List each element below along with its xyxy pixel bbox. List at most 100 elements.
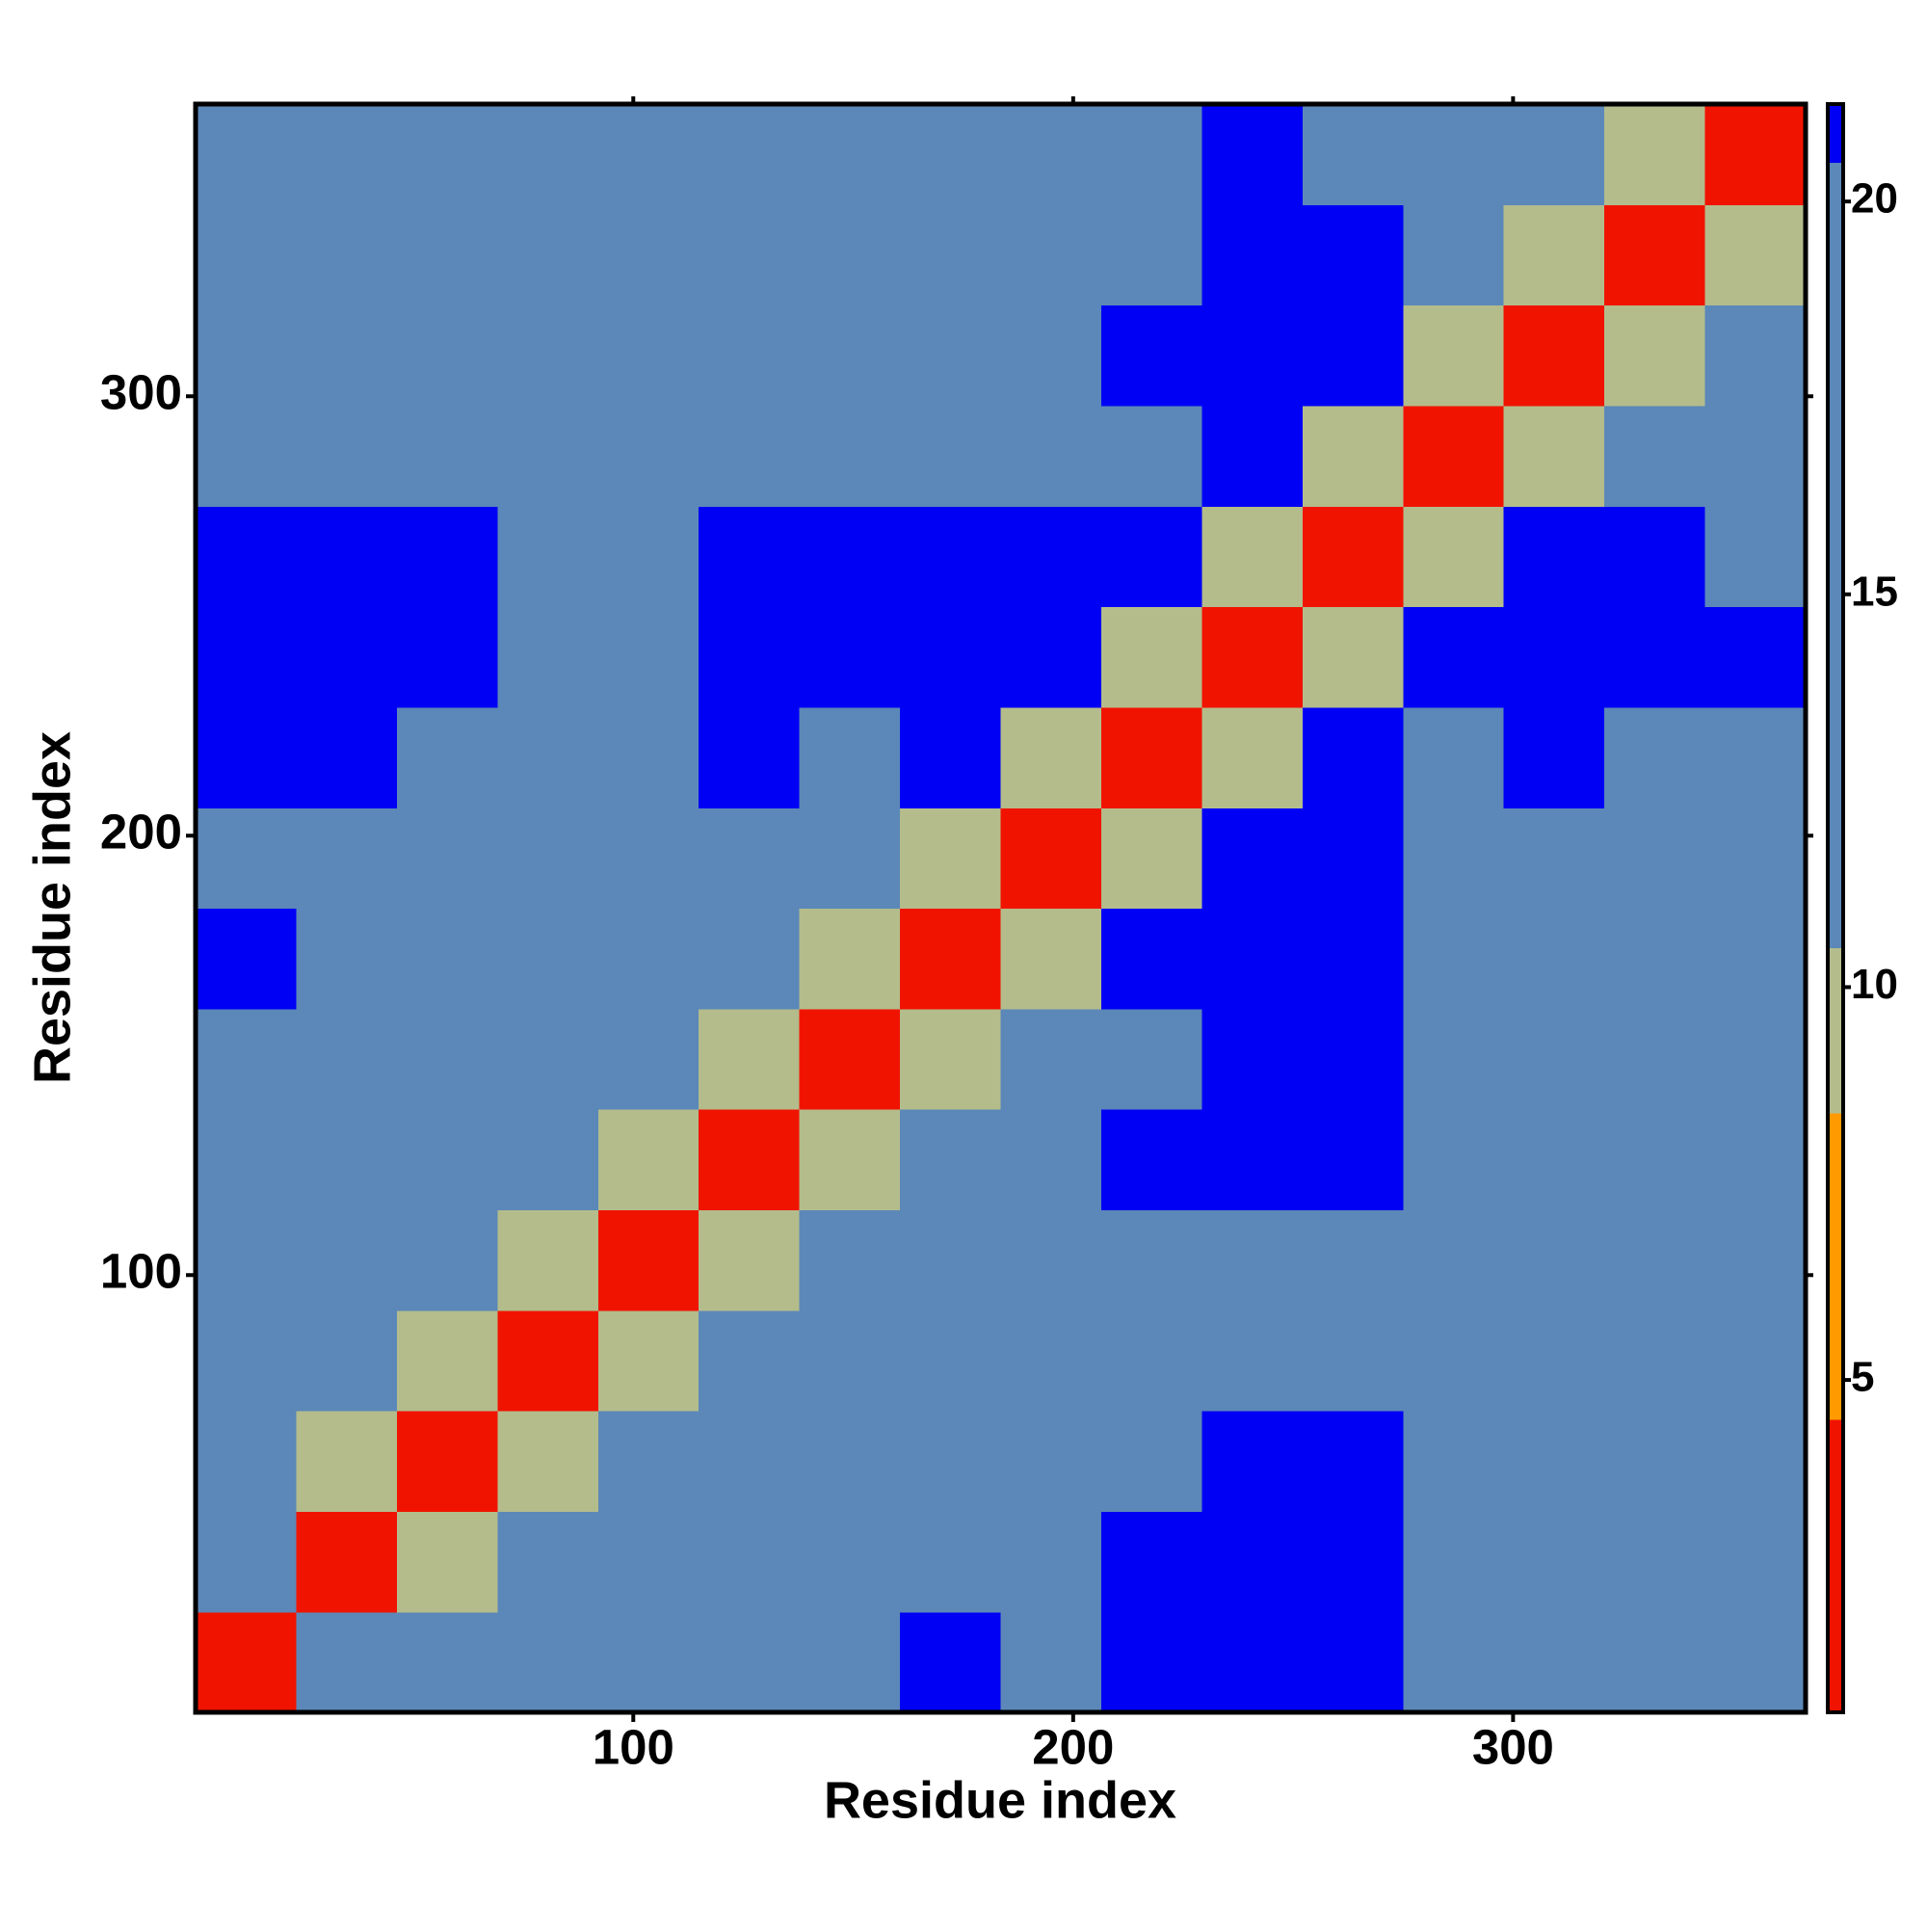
heatmap-cell [1100,1310,1202,1412]
heatmap-cell [1503,506,1605,608]
heatmap-cell [799,807,901,910]
heatmap-cell [497,1109,599,1211]
heatmap-cell [699,807,801,910]
heatmap-cell [1704,908,1807,1010]
heatmap-cell [1503,405,1605,507]
heatmap-cell [1201,1611,1304,1713]
heatmap-cell [196,1511,298,1613]
heatmap-cell [597,104,700,205]
heatmap-cell [1302,506,1404,608]
heatmap-cell [1704,1310,1807,1412]
heatmap-cell [1100,1611,1202,1713]
heatmap-cell [1604,104,1706,205]
heatmap-cell [1704,506,1807,608]
heatmap-cell [1201,506,1304,608]
heatmap-cell [1000,1511,1102,1613]
heatmap-cell [1100,204,1202,306]
heatmap-cell [1000,506,1102,608]
heatmap-cell [1604,405,1706,507]
heatmap-cell [396,1109,498,1211]
heatmap-cell [1604,807,1706,910]
heatmap-cell [1403,1109,1505,1211]
heatmap-cell [1100,104,1202,205]
heatmap-cell [497,304,599,407]
heatmap-cell [699,405,801,507]
heatmap-cell [196,606,298,708]
heatmap-cell [900,104,1002,205]
colorbar-band [1828,1418,1843,1713]
heatmap-cell [1302,304,1404,407]
heatmap-cell [1100,1008,1202,1110]
heatmap-cell [900,506,1002,608]
heatmap-cell [196,908,298,1010]
heatmap [196,104,1807,1713]
heatmap-cell [597,204,700,306]
heatmap-cell [1704,606,1807,708]
heatmap-cell [1100,606,1202,708]
heatmap-cell [497,1511,599,1613]
heatmap-cell [799,1411,901,1512]
heatmap-cell [1403,908,1505,1010]
heatmap-cell [1604,908,1706,1010]
heatmap-cell [1704,1411,1807,1512]
heatmap-cell [396,908,498,1010]
heatmap-cell [1403,1209,1505,1311]
heatmap-cell [900,606,1002,708]
heatmap-cell [497,204,599,306]
heatmap-cell [699,1611,801,1713]
colorbar-band [1828,104,1843,163]
heatmap-cell [1704,104,1807,205]
heatmap-cell [1302,204,1404,306]
y-axis-label: Residue index [23,731,81,1084]
heatmap-cell [900,204,1002,306]
heatmap-cell [1604,204,1706,306]
heatmap-cell [1604,1511,1706,1613]
heatmap-cell [196,1109,298,1211]
heatmap-cell [699,506,801,608]
heatmap-cell [1503,606,1605,708]
heatmap-cell [799,506,901,608]
heatmap-cell [699,1109,801,1211]
heatmap-cell [1604,1611,1706,1713]
heatmap-cell [1704,304,1807,407]
heatmap-cell [1403,204,1505,306]
heatmap-cell [799,1008,901,1110]
heatmap-cell [497,1008,599,1110]
heatmap-cell [799,908,901,1010]
heatmap-cell [396,606,498,708]
heatmap-cell [1403,1411,1505,1512]
heatmap-cell [1302,1310,1404,1412]
heatmap-cell [497,706,599,808]
heatmap-cell [1503,1209,1605,1311]
heatmap-cell [196,706,298,808]
heatmap-cell [1403,706,1505,808]
heatmap-cell [1100,304,1202,407]
heatmap-cell [1201,606,1304,708]
heatmap-cell [1100,1209,1202,1311]
heatmap-cell [799,204,901,306]
heatmap-cell [1604,1411,1706,1512]
x-tick-label: 300 [1472,1719,1554,1774]
heatmap-cell [396,104,498,205]
y-tick-label: 200 [100,805,182,860]
heatmap-cell [597,1310,700,1412]
heatmap-cell [699,908,801,1010]
heatmap-cell [497,807,599,910]
heatmap-cell [1704,1109,1807,1211]
heatmap-cell [597,1611,700,1713]
heatmap-cell [396,1008,498,1110]
heatmap-cell [1000,606,1102,708]
heatmap-cell [1201,1209,1304,1311]
heatmap-cell [1302,807,1404,910]
heatmap-cell [699,706,801,808]
heatmap-cell [1201,405,1304,507]
heatmap-cell [497,908,599,1010]
heatmap-cell [396,506,498,608]
heatmap-cell [497,1411,599,1512]
heatmap-cell [1403,405,1505,507]
heatmap-cell [1704,1611,1807,1713]
heatmap-cell [497,1611,599,1713]
heatmap-cell [1201,1411,1304,1512]
heatmap-cell [699,606,801,708]
heatmap-cell [597,807,700,910]
